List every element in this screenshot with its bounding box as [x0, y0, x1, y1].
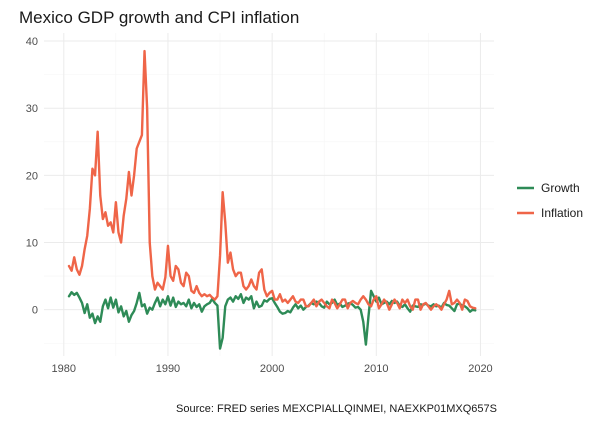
- legend: Growth Inflation: [517, 181, 583, 220]
- x-tick-label: 1980: [52, 363, 76, 375]
- axis-tick-labels: 1980 1990 2000 2010 2020 0 10 20 30 40: [26, 36, 493, 375]
- grid: [44, 33, 494, 356]
- y-tick-label: 40: [26, 36, 38, 48]
- series-line-inflation: [67, 49, 477, 311]
- x-tick-label: 2010: [364, 363, 388, 375]
- y-tick-label: 0: [32, 305, 38, 317]
- legend-label-inflation: Inflation: [541, 206, 583, 220]
- x-tick-label: 2000: [260, 363, 284, 375]
- chart-caption: Source: FRED series MEXCPIALLQINMEI, NAE…: [176, 403, 497, 415]
- plot-series: [67, 49, 477, 350]
- legend-label-growth: Growth: [541, 181, 580, 195]
- x-tick-label: 2020: [468, 363, 492, 375]
- y-tick-label: 30: [26, 103, 38, 115]
- series-line-growth: [67, 289, 477, 350]
- x-tick-label: 1990: [156, 363, 180, 375]
- chart-title: Mexico GDP growth and CPI inflation: [19, 8, 299, 27]
- y-tick-label: 10: [26, 238, 38, 250]
- y-tick-label: 20: [26, 170, 38, 182]
